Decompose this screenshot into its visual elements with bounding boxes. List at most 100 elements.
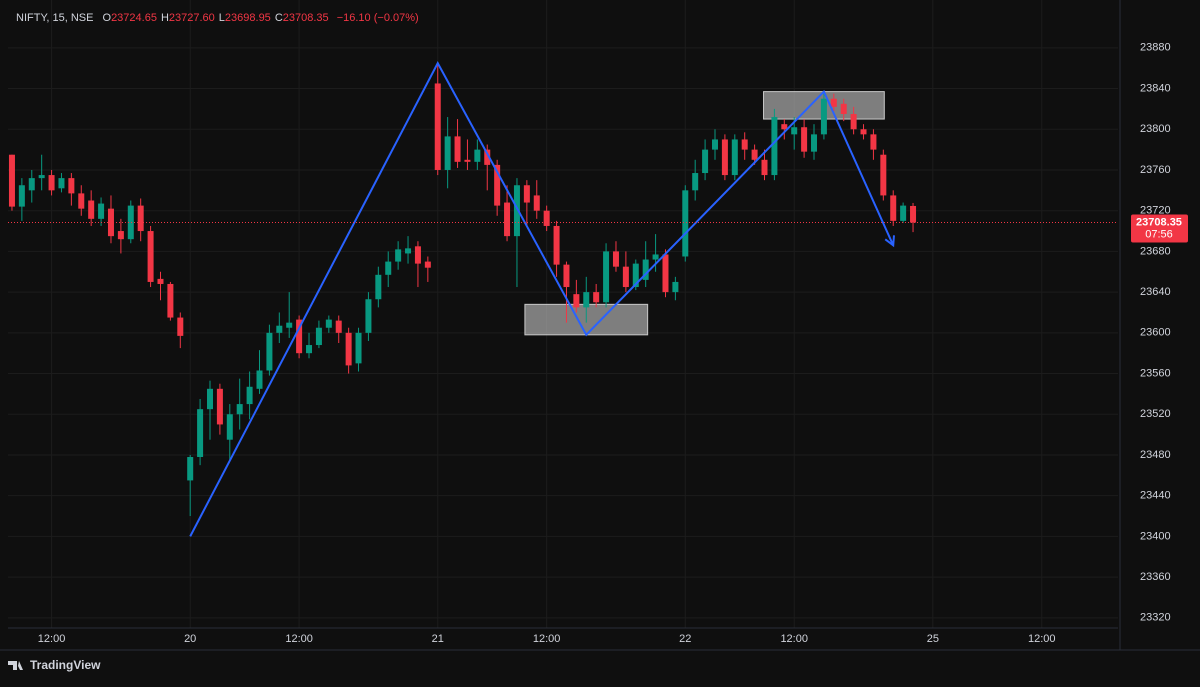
y-tick-label: 23840 [1140, 82, 1171, 94]
y-tick-label: 23680 [1140, 245, 1171, 257]
y-tick-label: 23760 [1140, 164, 1171, 176]
change: −16.10 (−0.07%) [336, 12, 419, 24]
candle-body [18, 185, 25, 207]
candle-body [147, 231, 154, 282]
candle-body [38, 175, 45, 179]
candle-body [454, 136, 461, 162]
x-tick-label: 21 [432, 633, 444, 645]
candle-body [464, 159, 471, 162]
candle-body [256, 370, 263, 389]
countdown: 07:56 [1145, 228, 1173, 240]
candle-body [424, 261, 431, 268]
candle-body [791, 127, 798, 135]
candle-body [58, 178, 65, 189]
candle-body [533, 195, 540, 211]
x-tick-label: 12:00 [780, 633, 808, 645]
candle-body [612, 251, 619, 267]
candle-body [523, 185, 530, 203]
candle-body [682, 190, 689, 257]
candle-body [345, 332, 352, 366]
candle-body [662, 254, 669, 293]
candle-body [870, 134, 877, 150]
x-tick-label: 25 [927, 633, 939, 645]
candle-body [642, 259, 649, 280]
y-tick-label: 23600 [1140, 327, 1171, 339]
candle-body [781, 124, 788, 130]
candle-body [335, 320, 342, 333]
candle-body [692, 173, 699, 191]
candle-body [573, 294, 580, 308]
candle-body [622, 266, 629, 288]
ohlc-value: 23708.35 [282, 12, 329, 24]
candle-body [276, 325, 283, 333]
candle-body [48, 175, 55, 191]
candle-body [543, 210, 550, 226]
candle-body [632, 263, 639, 288]
candle-body [306, 345, 313, 354]
x-tick-label: 12:00 [1028, 633, 1056, 645]
candle-body [197, 409, 204, 458]
candle-body [236, 404, 243, 415]
y-tick-label: 23720 [1140, 205, 1171, 217]
symbol: NIFTY, 15, NSE [16, 12, 94, 24]
legend: NIFTY, 15, NSE O23724.65 H23727.60 L23698.… [16, 12, 419, 24]
candle-body [721, 139, 728, 176]
candle-body [672, 281, 679, 293]
y-tick-label: 23440 [1140, 490, 1171, 502]
x-tick-label: 22 [679, 633, 691, 645]
candle-body [8, 154, 15, 207]
ohlc: O23724.65 H23727.60 L23698.95 C23708.35 [97, 12, 329, 24]
candle-body [741, 139, 748, 150]
ohlc-value: 23727.60 [168, 12, 215, 24]
y-tick-label: 23480 [1140, 449, 1171, 461]
price-label: 23708.35 [1136, 216, 1182, 228]
candle-body [820, 98, 827, 135]
candle-body [811, 134, 818, 152]
brand-logo [8, 661, 23, 670]
y-tick-label: 23360 [1140, 571, 1171, 583]
candle-body [68, 178, 75, 194]
candle-body [484, 149, 491, 165]
candle-body [78, 193, 85, 209]
candle-body [355, 332, 362, 364]
candle-body [157, 278, 164, 284]
candle-body [850, 113, 857, 130]
candle-body [553, 225, 560, 265]
candle-body [890, 195, 897, 221]
x-tick-label: 20 [184, 633, 196, 645]
candle-body [98, 203, 105, 219]
ohlc-value: 23724.65 [111, 12, 157, 24]
candle-body [395, 249, 402, 262]
x-tick-label: 12:00 [285, 633, 313, 645]
candle-body [860, 129, 867, 135]
arrow-head [884, 235, 895, 248]
y-tick-label: 23880 [1140, 42, 1171, 54]
candle-body [117, 231, 124, 240]
candle-body [840, 103, 847, 114]
y-tick-label: 23400 [1140, 530, 1171, 542]
candle-body [830, 98, 837, 107]
candle-body [711, 139, 718, 150]
ohlc-label: L [218, 12, 225, 24]
candle-body [414, 246, 421, 264]
candle-body [375, 274, 382, 300]
candle-body [583, 292, 590, 308]
candle-body [702, 149, 709, 174]
candle-body [751, 149, 758, 160]
candle-body [206, 388, 213, 410]
ohlc-label: C [274, 12, 283, 24]
candle-body [266, 332, 273, 371]
candle-body [434, 83, 441, 170]
y-tick-label: 23520 [1140, 408, 1171, 420]
price-label-bg [1131, 214, 1188, 243]
x-tick-label: 12:00 [38, 633, 66, 645]
candle-body [226, 414, 233, 440]
brand: TradingView [30, 658, 101, 672]
candle-body [88, 200, 95, 219]
candle-body [593, 292, 600, 303]
candle-body [444, 136, 451, 170]
candle-body [365, 299, 372, 333]
candle-body [127, 205, 134, 240]
